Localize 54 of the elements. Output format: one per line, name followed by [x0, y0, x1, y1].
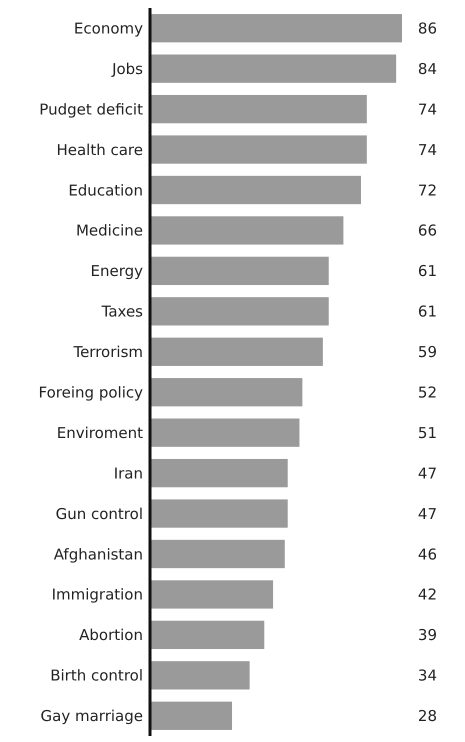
y-tick-label: Jobs — [111, 60, 144, 78]
data-label: 74 — [418, 140, 437, 159]
bar — [150, 14, 402, 42]
data-label: 39 — [418, 626, 437, 644]
y-tick-label: Birth control — [50, 666, 143, 685]
y-tick-label: Gay marriage — [40, 707, 143, 726]
bar — [150, 418, 300, 447]
bar — [150, 338, 323, 366]
bar — [150, 378, 302, 406]
bar — [150, 216, 344, 245]
y-tick-label: Pudget deficit — [39, 100, 144, 118]
bar — [150, 499, 288, 528]
data-label: 61 — [418, 302, 437, 321]
data-label: 28 — [418, 707, 437, 726]
y-tick-label: Health care — [56, 140, 143, 159]
y-tick-label: Medicine — [76, 222, 143, 240]
bar — [150, 135, 367, 164]
y-tick-label: Economy — [74, 19, 144, 38]
y-tick-label: Abortion — [79, 626, 143, 644]
y-tick-label: Terrorism — [72, 343, 143, 362]
y-tick-label: Taxes — [100, 302, 144, 321]
data-label: 59 — [418, 343, 437, 362]
bar — [150, 580, 274, 609]
data-label: 61 — [418, 262, 437, 280]
data-label: 86 — [418, 19, 437, 38]
data-label: 74 — [418, 100, 437, 118]
bar — [150, 256, 329, 286]
data-label: 72 — [418, 181, 437, 200]
data-label: 34 — [418, 666, 437, 685]
bar — [150, 297, 329, 326]
data-label: 47 — [418, 464, 437, 482]
y-tick-label: Foreing policy — [38, 383, 144, 402]
data-label: 42 — [418, 586, 437, 604]
data-label: 51 — [418, 424, 437, 442]
data-label: 47 — [418, 504, 437, 523]
bar — [150, 54, 396, 83]
bar — [150, 702, 232, 730]
data-label: 46 — [418, 545, 437, 564]
y-tick-label: Enviroment — [56, 424, 144, 442]
bar — [150, 540, 285, 568]
y-tick-label: Gun control — [56, 504, 143, 523]
bar — [150, 458, 288, 488]
y-tick-label: Education — [68, 181, 143, 200]
bar — [150, 176, 361, 204]
data-label: 84 — [418, 60, 437, 78]
y-tick-label: Iran — [114, 464, 143, 482]
y-tick-label: Immigration — [52, 586, 143, 604]
bar — [150, 620, 264, 650]
y-tick-label: Energy — [90, 262, 144, 280]
bar — [150, 94, 367, 124]
data-label: 52 — [418, 383, 437, 402]
y-tick-label: Afghanistan — [54, 545, 143, 564]
bar — [150, 661, 250, 690]
data-label: 66 — [418, 222, 437, 240]
